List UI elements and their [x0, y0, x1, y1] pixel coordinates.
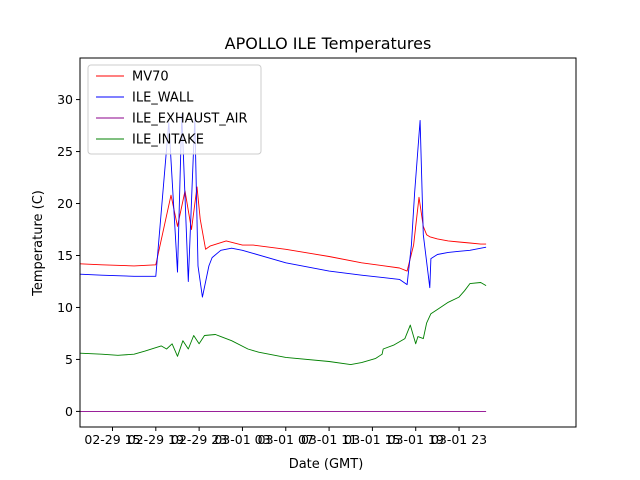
legend-label: ILE_WALL [132, 91, 194, 106]
y-tick-label: 5 [65, 352, 73, 367]
x-tick-label: 02-29 23 [171, 432, 227, 447]
x-tick-label: 03-01 19 [388, 432, 444, 447]
y-tick-label: 20 [57, 196, 73, 211]
y-axis-title: Temperature (C) [31, 190, 46, 297]
plot-area [80, 113, 487, 412]
series-line-mv70 [80, 186, 487, 272]
x-tick-label: 03-01 07 [258, 432, 314, 447]
legend-label: MV70 [132, 70, 169, 85]
legend-label: ILE_EXHAUST_AIR [132, 112, 248, 127]
legend-label: ILE_INTAKE [132, 133, 204, 148]
y-tick-label: 25 [57, 144, 73, 159]
series-line-ile-wall [80, 113, 487, 298]
x-tick-label: 02-29 15 [84, 432, 140, 447]
legend-box [87, 64, 262, 155]
x-tick-label: 03-01 15 [344, 432, 400, 447]
x-tick-label: 03-01 11 [301, 432, 357, 447]
series-line-ile-intake [80, 282, 487, 366]
y-tick-label: 0 [65, 404, 73, 419]
y-tick-label: 10 [57, 300, 73, 315]
x-tick-label: 03-01 03 [214, 432, 270, 447]
y-tick-label: 15 [57, 248, 73, 263]
x-axis-title: Date (GMT) [289, 457, 364, 472]
x-tick-label: 02-29 19 [128, 432, 184, 447]
chart-title: APOLLO ILE Temperatures [225, 34, 432, 53]
legend: MV70 ILE_WALL ILE_EXHAUST_AIR ILE_INTAKE [87, 64, 262, 155]
plot-frame [79, 57, 577, 428]
y-axis: 0 5 10 15 20 25 30 [57, 92, 80, 419]
y-tick-label: 30 [57, 92, 73, 107]
x-tick-label: 03-01 23 [431, 432, 487, 447]
